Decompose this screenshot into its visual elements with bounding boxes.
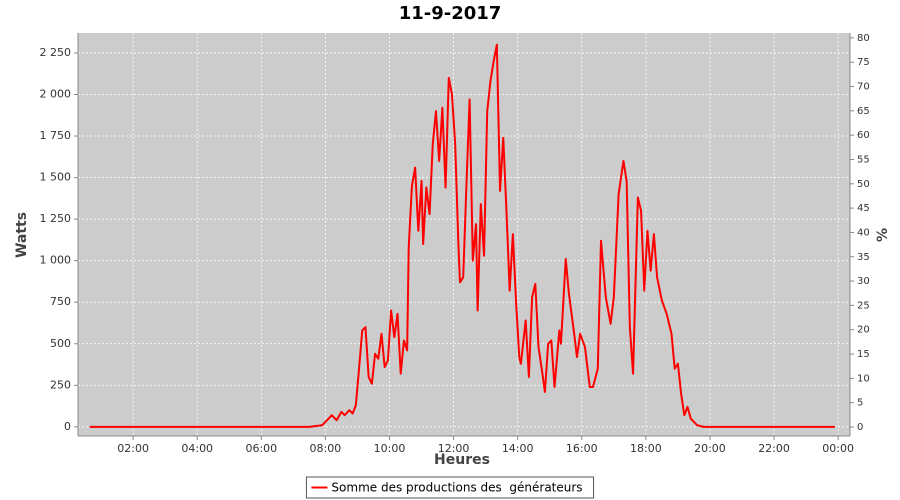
y2-tick-label: 70 [857,82,870,93]
y2-tick-label: 35 [857,252,870,263]
x-tick-label: 16:00 [566,442,598,455]
y2-tick-label: 0 [857,422,863,433]
y-tick-label: 500 [50,337,71,350]
x-tick-label: 06:00 [245,442,277,455]
x-tick-label: 04:00 [181,442,213,455]
data-line [89,43,835,428]
y-tick-label: 0 [64,420,71,433]
chart-title: 11-9-2017 [399,3,502,24]
legend-label: Somme des productions des générateurs [331,481,582,495]
y2-tick-label: 80 [857,33,870,44]
x-tick-label: 18:00 [630,442,662,455]
y2-axis-label: % [875,228,891,242]
x-axis-label: Heures [434,452,490,468]
y-tick-label: 1 500 [40,171,72,184]
y2-tick-label: 20 [857,325,870,336]
y2-tick-label: 75 [857,57,870,68]
x-tick-label: 00:00 [822,442,854,455]
y2-tick-label: 60 [857,130,870,141]
y-tick-label: 750 [50,295,71,308]
y-axis-label: Watts [14,212,30,258]
y2-tick-label: 65 [857,106,870,117]
y2-tick-label: 15 [857,349,870,360]
y2-tick-label: 55 [857,154,870,165]
legend: Somme des productions des générateurs [305,476,595,499]
y2-tick-label: 40 [857,227,870,238]
y2-tick-label: 25 [857,300,870,311]
y2-tick-label: 10 [857,373,870,384]
y-tick-label: 250 [50,378,71,391]
y2-tick-label: 45 [857,203,870,214]
y-tick-label: 1 000 [40,254,72,267]
y2-tick-label: 5 [857,398,863,409]
y-tick-label: 1 250 [40,212,72,225]
x-tick-label: 14:00 [502,442,534,455]
y-tick-label: 1 750 [40,129,72,142]
x-tick-label: 10:00 [374,442,406,455]
y-tick-label: 2 250 [40,46,72,59]
x-tick-label: 20:00 [694,442,726,455]
x-tick-label: 08:00 [310,442,342,455]
x-tick-label: 22:00 [758,442,790,455]
legend-box [305,476,595,499]
x-tick-label: 02:00 [117,442,149,455]
y2-tick-label: 50 [857,179,870,190]
x-tick-label: 12:00 [438,442,470,455]
y2-tick-label: 30 [857,276,870,287]
y-tick-label: 2 000 [40,87,72,100]
